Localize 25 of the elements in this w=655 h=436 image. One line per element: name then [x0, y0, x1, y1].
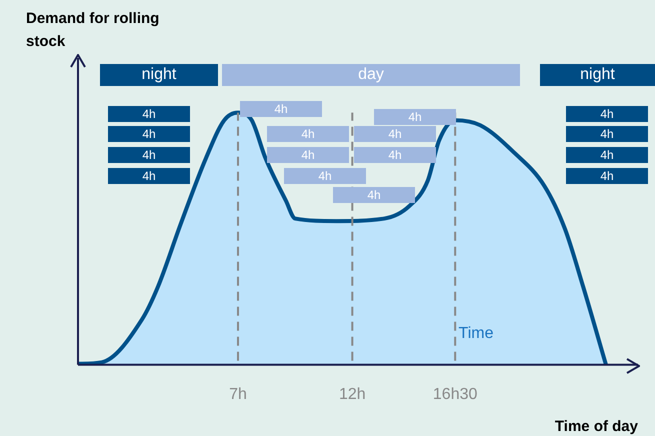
- shift-tag: 4h: [566, 126, 648, 142]
- period-strip: night: [100, 64, 218, 86]
- period-strip: night: [540, 64, 655, 86]
- shift-tag: 4h: [108, 106, 190, 122]
- shift-tag: 4h: [108, 168, 190, 184]
- x-tick-label: 16h30: [432, 386, 478, 403]
- x-axis-title: Time of day: [554, 418, 639, 435]
- shift-tag: 4h: [267, 147, 349, 163]
- shift-tag: 4h: [333, 187, 415, 203]
- shift-tag: 4h: [108, 147, 190, 163]
- shift-tag: 4h: [267, 126, 349, 142]
- x-tick-label: 12h: [338, 386, 366, 403]
- shift-tag: 4h: [566, 147, 648, 163]
- shift-tag: 4h: [374, 109, 456, 125]
- shift-tag: 4h: [284, 168, 366, 184]
- annotation: Time: [458, 324, 494, 344]
- period-strip: day: [222, 64, 520, 86]
- shift-tag: 4h: [240, 101, 322, 117]
- shift-tag: 4h: [566, 168, 648, 184]
- shift-tag: 4h: [566, 106, 648, 122]
- y-axis-title: Demand for rolling stock: [26, 10, 160, 50]
- x-tick-label: 7h: [229, 386, 247, 403]
- shift-tag: 4h: [354, 126, 436, 142]
- shift-tag: 4h: [108, 126, 190, 142]
- shift-tag: 4h: [354, 147, 436, 163]
